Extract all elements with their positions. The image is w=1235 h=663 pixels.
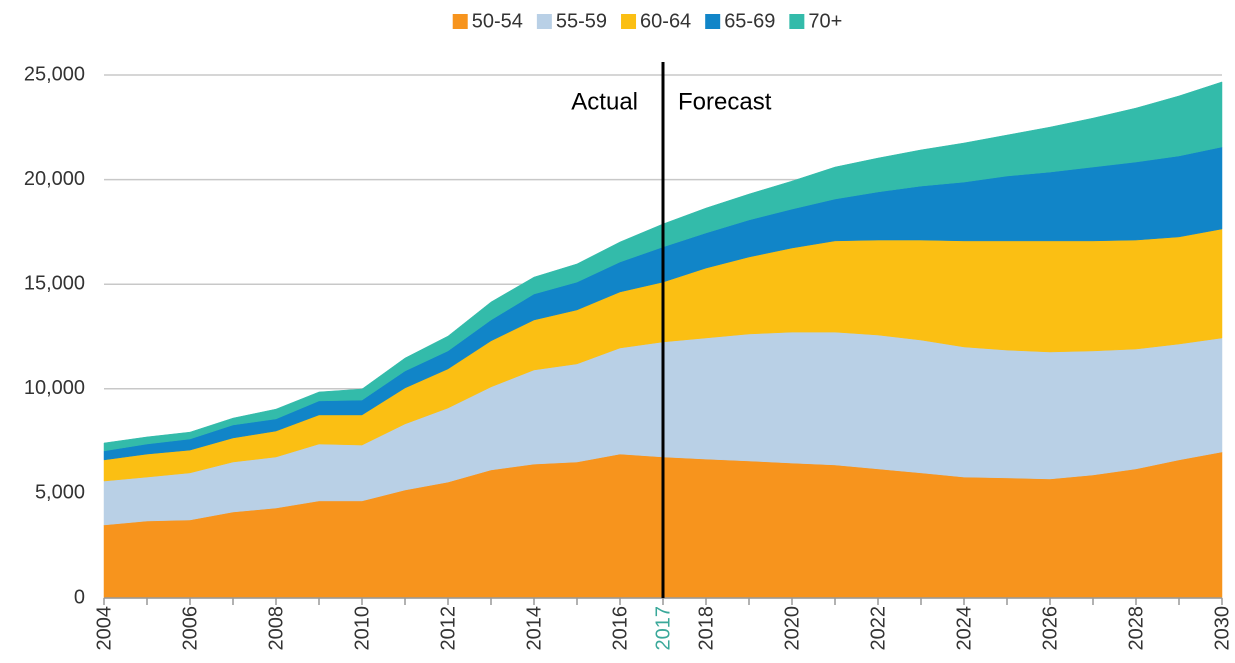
legend-swatch (621, 14, 637, 29)
y-tick-label: 0 (74, 586, 85, 608)
legend-swatch (705, 14, 721, 29)
y-tick-label: 15,000 (24, 272, 85, 294)
x-tick-label: 2008 (265, 606, 287, 651)
annotation: Forecast (678, 88, 772, 115)
y-tick-label: 25,000 (24, 63, 85, 85)
x-tick-label: 2024 (953, 606, 975, 651)
y-tick-label: 20,000 (24, 168, 85, 190)
y-tick-label: 10,000 (24, 377, 85, 399)
legend-swatch (452, 14, 468, 29)
annotation: Actual (571, 88, 638, 115)
legend: 50-54 55-59 60-64 65-69 70+ (452, 10, 842, 32)
x-tick-label: 2012 (437, 606, 459, 651)
legend-label: 55-59 (556, 10, 607, 32)
x-tick-label: 2028 (1125, 606, 1147, 651)
legend-label: 60-64 (640, 10, 691, 32)
legend-label: 70+ (808, 10, 842, 32)
x-tick-label: 2014 (523, 606, 545, 651)
y-tick-label: 5,000 (35, 482, 85, 504)
legend-swatch (536, 14, 552, 29)
legend-label: 65-69 (724, 10, 775, 32)
legend-label: 50-54 (472, 10, 523, 32)
x-tick-label: 2026 (1039, 606, 1061, 651)
x-tick-label: 2016 (609, 606, 631, 651)
legend-swatch (789, 14, 805, 29)
x-tick-label: 2006 (179, 606, 201, 651)
x-tick-label: 2017 (652, 606, 674, 651)
x-tick-label: 2020 (781, 606, 803, 651)
x-tick-label: 2010 (351, 606, 373, 651)
area (103, 81, 1223, 452)
x-tick-label: 2004 (93, 606, 115, 651)
x-tick-label: 2018 (695, 606, 717, 651)
x-tick-label: 2030 (1211, 606, 1233, 651)
x-tick-label: 2022 (867, 606, 889, 651)
